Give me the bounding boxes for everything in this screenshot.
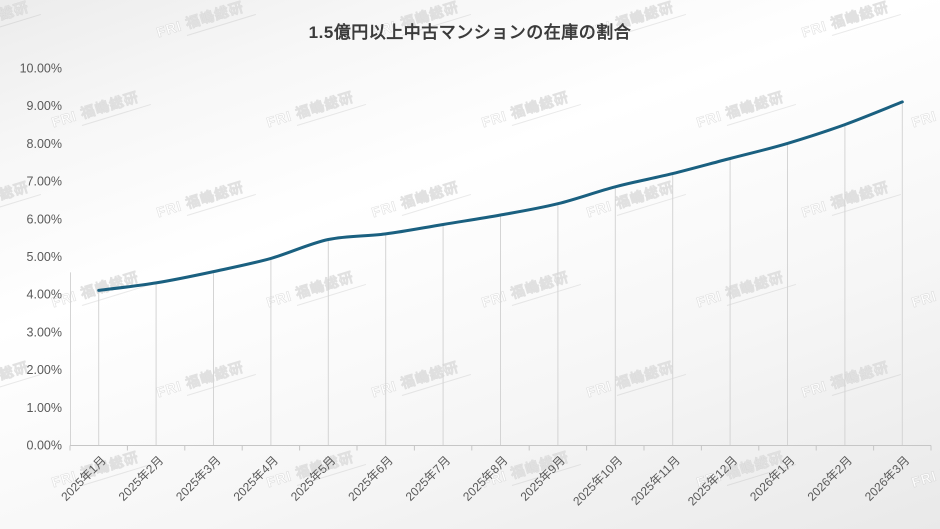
y-tick-label: 5.00% <box>27 250 62 264</box>
x-tick-label: 2025年9月 <box>518 453 568 503</box>
x-axis <box>69 445 932 451</box>
x-tick-label: 2025年11月 <box>628 453 683 508</box>
y-tick-label: 3.00% <box>27 325 62 339</box>
y-tick-label: 7.00% <box>27 175 62 189</box>
y-tick-label: 10.00% <box>20 62 62 76</box>
x-tick-label: 2025年2月 <box>116 453 166 503</box>
x-tick-label: 2025年4月 <box>231 453 281 503</box>
y-axis-labels: 0.00% 1.00% 2.00% 3.00% 4.00% 5.00% 6.00% 7.00%… <box>20 62 62 453</box>
x-tick-label: 2025年6月 <box>345 453 395 503</box>
series-line <box>97 100 904 292</box>
y-tick-label: 9.00% <box>27 99 62 113</box>
y-tick-label: 6.00% <box>27 212 62 226</box>
y-tick-label: 8.00% <box>27 137 62 151</box>
chart-title: 1.5億円以上中古マンションの在庫の割合 <box>308 23 632 42</box>
y-tick-label: 4.00% <box>27 288 62 302</box>
x-axis-labels: 2025年1月 2025年2月 2025年3月 2025年4月 2025年5月 2025年… <box>58 453 912 508</box>
y-tick-label: 1.00% <box>27 401 62 415</box>
category-drop-lines <box>98 103 903 445</box>
x-tick-label: 2025年8月 <box>460 453 510 503</box>
x-tick-label: 2025年7月 <box>403 453 453 503</box>
x-tick-label: 2026年2月 <box>805 453 855 503</box>
x-tick-label: 2025年3月 <box>173 453 223 503</box>
x-tick-label: 2025年1月 <box>58 453 108 503</box>
x-tick-label: 2026年1月 <box>747 453 797 503</box>
x-tick-label: 2025年10月 <box>570 453 625 508</box>
x-tick-label: 2025年5月 <box>288 453 338 503</box>
y-tick-label: 0.00% <box>27 439 62 453</box>
y-tick-label: 2.00% <box>27 363 62 377</box>
x-tick-label: 2026年3月 <box>862 453 912 503</box>
x-tick-label: 2025年12月 <box>685 453 740 508</box>
